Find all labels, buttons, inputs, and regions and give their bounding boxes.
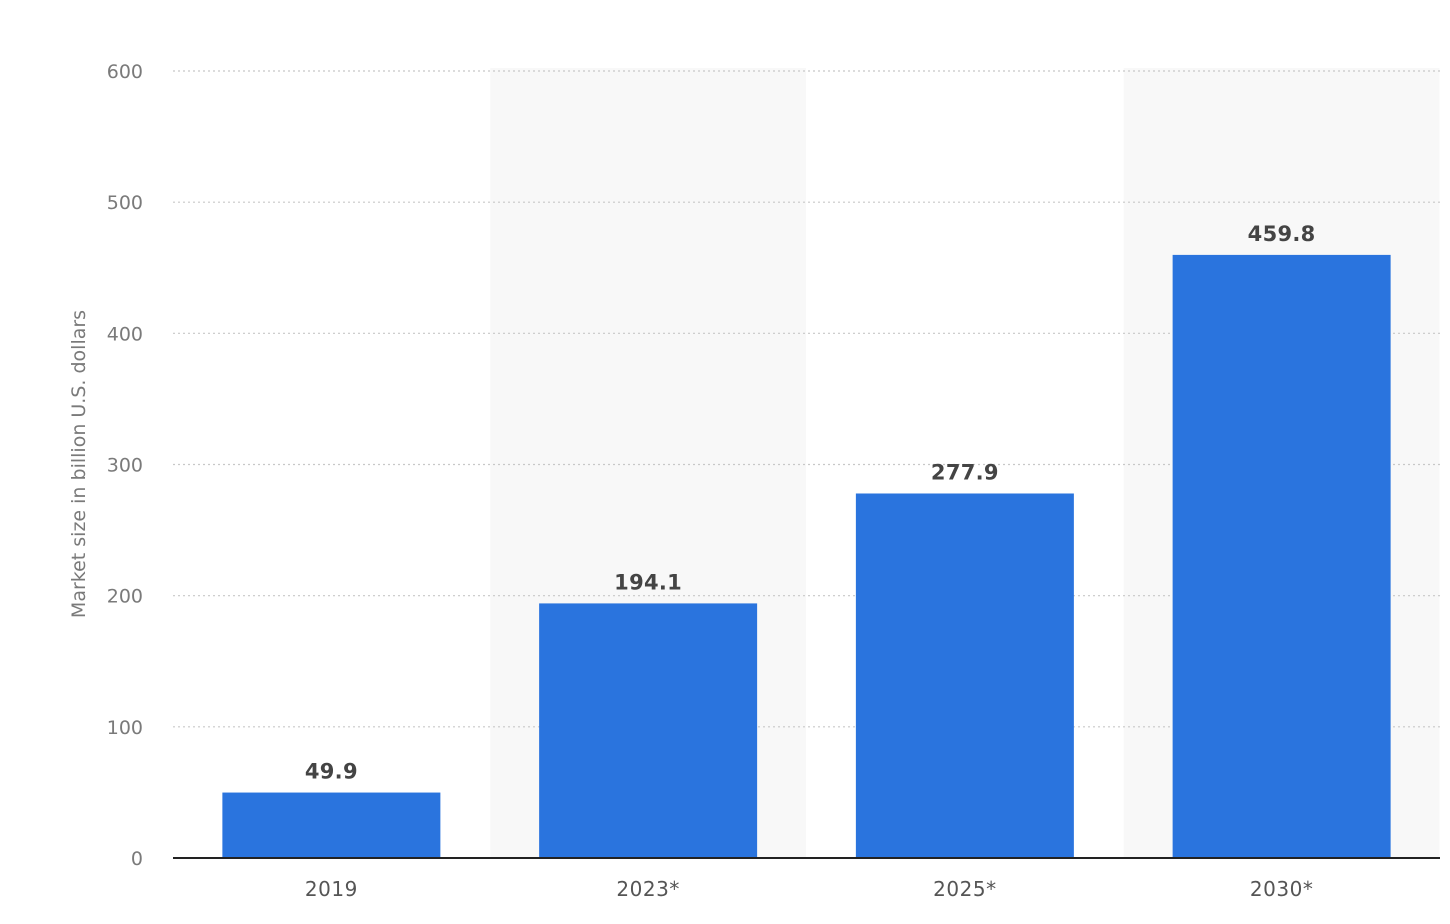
data-label: 459.8 — [1248, 222, 1316, 246]
y-tick-label: 500 — [107, 192, 143, 214]
y-tick-label: 600 — [107, 61, 143, 83]
x-tick-label: 2023* — [616, 877, 679, 901]
bars — [222, 254, 1391, 859]
bar[interactable] — [855, 493, 1074, 858]
x-tick-label: 2019 — [305, 877, 358, 901]
data-label: 194.1 — [614, 570, 682, 594]
bar[interactable] — [1172, 254, 1391, 859]
y-tick-label: 400 — [107, 323, 143, 345]
data-label: 49.9 — [305, 760, 358, 784]
x-tick-label: 2025* — [933, 877, 996, 901]
x-tick-label: 2030* — [1250, 877, 1313, 901]
x-axis-ticks: 2019 2023* 2025* 2030* — [305, 877, 1313, 901]
y-tick-label: 0 — [131, 848, 143, 870]
bar[interactable] — [222, 792, 441, 858]
y-tick-label: 200 — [107, 586, 143, 608]
y-tick-label: 100 — [107, 717, 143, 739]
y-axis-title: Market size in billion U.S. dollars — [68, 310, 90, 618]
y-tick-label: 300 — [107, 455, 143, 477]
y-axis-ticks: 0 100 200 300 400 500 600 — [107, 61, 143, 870]
data-labels: 49.9 194.1 277.9 459.8 — [305, 222, 1316, 784]
data-label: 277.9 — [931, 460, 999, 484]
bar[interactable] — [539, 603, 758, 858]
